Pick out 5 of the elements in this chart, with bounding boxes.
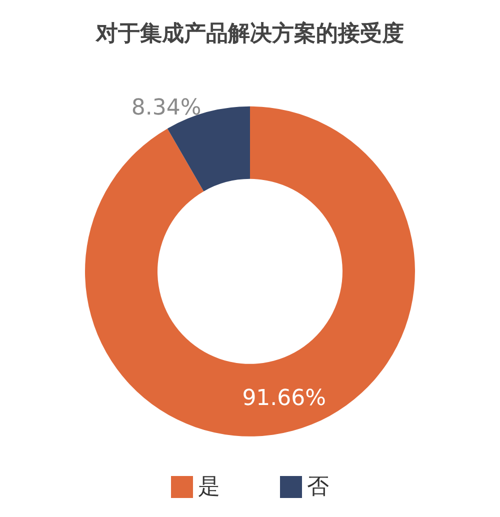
- data-label: 8.34%: [131, 96, 202, 121]
- chart-title: 对于集成产品解决方案的接受度: [95, 20, 404, 46]
- data-label: 91.66%: [242, 386, 326, 412]
- legend-label: 否: [307, 474, 329, 500]
- legend-label: 是: [198, 474, 220, 500]
